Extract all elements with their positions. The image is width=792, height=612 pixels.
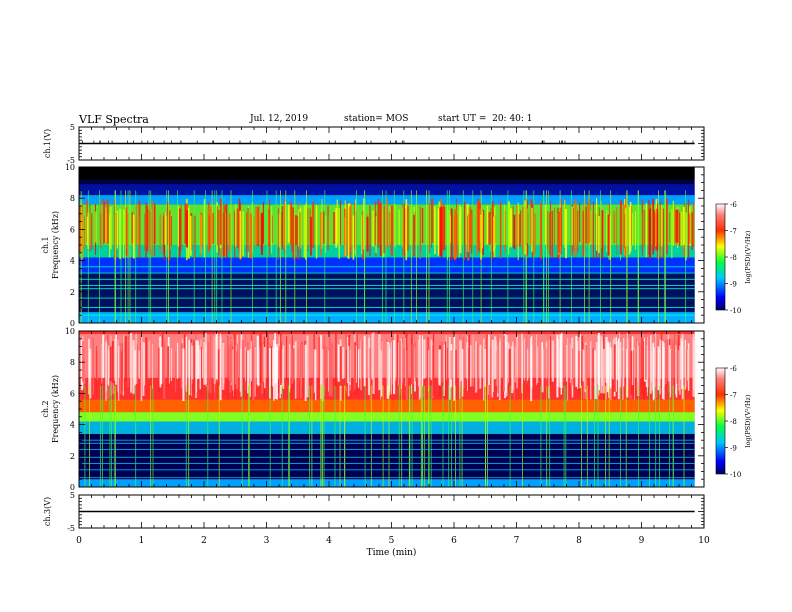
- ch1-spectrogram-ytick-label: 10: [65, 163, 75, 172]
- x-axis-label: Time (min): [367, 547, 417, 558]
- xtick-label: 10: [698, 536, 710, 546]
- figure-title: VLF Spectra: [79, 113, 149, 126]
- station-label: station= MOS: [344, 114, 409, 124]
- ch1-spectrogram-colorbar-tick-label: -7: [730, 228, 737, 236]
- xtick-label: 4: [326, 536, 332, 546]
- ch1-spectrogram-ytick-label: 0: [70, 319, 75, 328]
- xtick-label: 9: [639, 536, 645, 546]
- ch1-spectrogram-colorbar-tick-label: -9: [730, 281, 737, 289]
- ch1-spectrogram-colorbar-tick-label: -8: [730, 254, 737, 262]
- xtick-label: 2: [201, 536, 207, 546]
- ch1-spectrogram-ylabel-channel: ch.1: [41, 236, 50, 253]
- ch2-spectrogram-colorbar-tick-label: -10: [730, 471, 741, 479]
- ch1-spectrogram-ylabel-frequency: Frequency (kHz): [51, 211, 60, 279]
- ch2-spectrogram-image: [79, 331, 696, 487]
- date-label: Jul. 12, 2019: [250, 114, 309, 124]
- ch1-spectrogram-image: [79, 167, 695, 323]
- ch2-spectrogram-ylabel-frequency: Frequency (kHz): [51, 375, 60, 443]
- xtick-label: 5: [389, 536, 395, 546]
- ch1-voltage-ytick-label: 5: [70, 123, 75, 132]
- ch2-spectrogram-colorbar-tick-label: -8: [730, 418, 737, 426]
- xtick-label: 8: [576, 536, 582, 546]
- ch2-spectrogram-colorbar-label: log(PSD)(V²/Hz): [744, 394, 752, 447]
- ch1-spectrogram-ytick-label: 6: [70, 225, 75, 234]
- ch1-spectrogram-colorbar-label: log(PSD)(V²/Hz): [744, 230, 752, 283]
- xtick-label: 6: [451, 536, 457, 546]
- ch2-spectrogram-ytick-label: 0: [70, 483, 75, 492]
- ch2-spectrogram-ytick-label: 4: [70, 421, 75, 430]
- ch2-spectrogram-ytick-label: 2: [70, 452, 75, 461]
- xtick-label: 1: [139, 536, 145, 546]
- start-time-label: start UT = 20: 40: 1: [438, 114, 533, 124]
- ch1-spectrogram-ytick-label: 2: [70, 288, 75, 297]
- ch3-voltage-ytick-label: 5: [70, 491, 75, 500]
- ch1-spectrogram-colorbar: [715, 203, 726, 311]
- ch2-spectrogram-ytick-label: 8: [70, 358, 75, 367]
- ch3-voltage-ylabel: ch.3(V): [43, 497, 52, 526]
- ch2-spectrogram-colorbar-tick-label: -7: [730, 392, 737, 400]
- ch1-spectrogram-ytick-label: 4: [70, 257, 75, 266]
- ch2-spectrogram-ytick-label: 6: [70, 389, 75, 398]
- ch2-spectrogram-ylabel-channel: ch.2: [41, 400, 50, 417]
- ch1-spectrogram-ytick-label: 8: [70, 194, 75, 203]
- ch2-spectrogram-colorbar-tick-label: -6: [730, 365, 737, 373]
- xtick-label: 7: [514, 536, 520, 546]
- ch1-voltage-ytick-label: -5: [67, 156, 75, 165]
- ch2-spectrogram-ytick-label: 10: [65, 327, 75, 336]
- ch3-voltage-ytick-label: -5: [67, 524, 75, 533]
- ch1-voltage-ylabel: ch.1(V): [43, 129, 52, 158]
- ch2-spectrogram-colorbar-tick-label: -9: [730, 445, 737, 453]
- ch1-spectrogram-colorbar-tick-label: -10: [730, 307, 741, 315]
- ch2-spectrogram-colorbar: [715, 367, 726, 475]
- xtick-label: 3: [264, 536, 270, 546]
- xtick-label: 0: [76, 536, 82, 546]
- ch1-spectrogram-colorbar-tick-label: -6: [730, 201, 737, 209]
